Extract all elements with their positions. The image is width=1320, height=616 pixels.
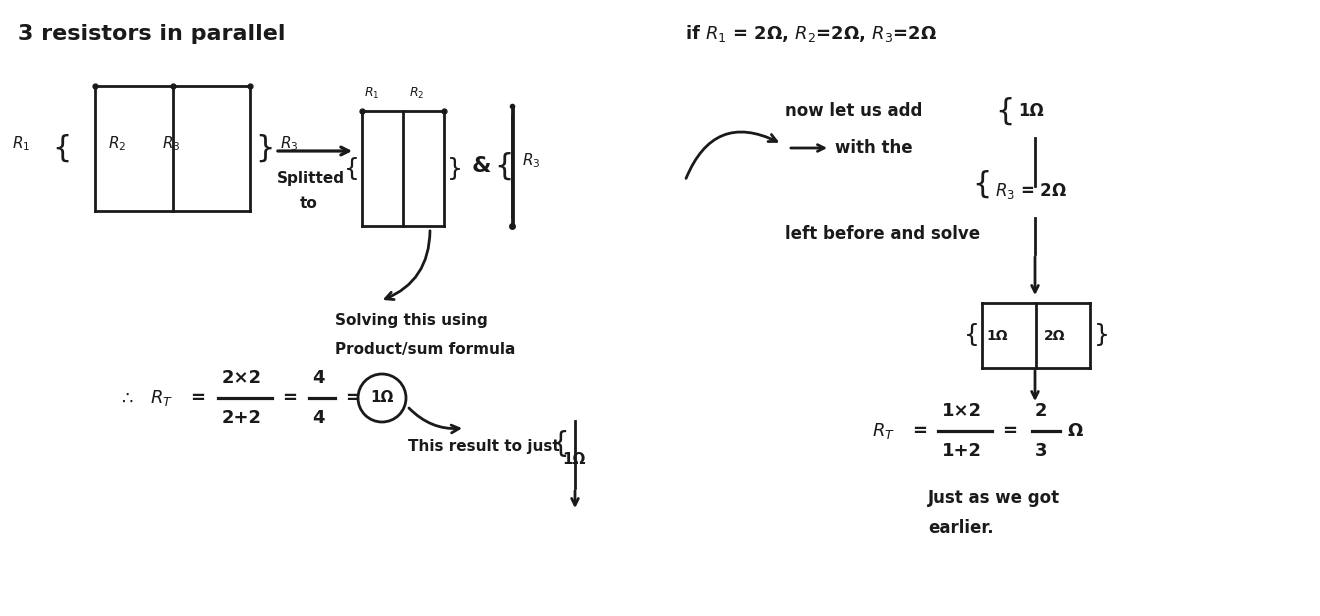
Text: 1×2: 1×2 <box>942 402 982 420</box>
Text: Product/sum formula: Product/sum formula <box>335 341 515 357</box>
Text: $R_3$ = 2Ω: $R_3$ = 2Ω <box>995 181 1068 201</box>
Text: =: = <box>282 389 297 407</box>
Text: =: = <box>190 389 205 407</box>
Text: $R_2$: $R_2$ <box>409 86 424 100</box>
Text: Just as we got: Just as we got <box>928 489 1060 507</box>
Text: 4: 4 <box>312 409 325 427</box>
Text: {: { <box>552 430 570 458</box>
Text: =: = <box>345 389 360 407</box>
Text: }: } <box>1094 323 1110 347</box>
FancyArrowPatch shape <box>385 231 430 299</box>
Text: $R_2$: $R_2$ <box>108 134 127 153</box>
Text: 3: 3 <box>1035 442 1048 460</box>
Text: $\therefore$: $\therefore$ <box>117 389 133 407</box>
Text: 1Ω: 1Ω <box>1018 102 1044 120</box>
Text: Solving this using: Solving this using <box>335 314 488 328</box>
Text: if $R_1$ = 2Ω, $R_2$=2Ω, $R_3$=2Ω: if $R_1$ = 2Ω, $R_2$=2Ω, $R_3$=2Ω <box>685 23 937 44</box>
Text: }: } <box>255 134 275 163</box>
Text: {: { <box>345 156 360 180</box>
Text: This result to just: This result to just <box>408 439 560 453</box>
Text: with the: with the <box>836 139 912 157</box>
Text: {: { <box>494 152 513 180</box>
Text: to: to <box>300 195 318 211</box>
Text: 1Ω: 1Ω <box>562 452 585 466</box>
Text: 1Ω: 1Ω <box>986 328 1007 342</box>
Text: &: & <box>473 156 491 176</box>
Text: }: } <box>447 156 463 180</box>
Text: {: { <box>964 323 979 347</box>
Text: 2×2: 2×2 <box>222 369 263 387</box>
Text: $R_T$: $R_T$ <box>873 421 895 441</box>
Text: $R_3$: $R_3$ <box>521 152 540 171</box>
Text: {: { <box>51 134 71 163</box>
Text: now let us add: now let us add <box>785 102 923 120</box>
Text: $R_1$: $R_1$ <box>364 86 379 100</box>
Text: 1Ω: 1Ω <box>371 391 393 405</box>
Text: =: = <box>912 422 927 440</box>
Text: 2: 2 <box>1035 402 1048 420</box>
Text: left before and solve: left before and solve <box>785 225 981 243</box>
Text: $R_3$: $R_3$ <box>162 134 181 153</box>
Text: {: { <box>995 97 1014 126</box>
Text: Ω: Ω <box>1068 422 1084 440</box>
FancyArrowPatch shape <box>409 408 459 433</box>
Text: =: = <box>1002 422 1016 440</box>
Text: Splitted: Splitted <box>277 171 345 185</box>
Text: 2Ω: 2Ω <box>1044 328 1065 342</box>
FancyArrowPatch shape <box>686 132 776 179</box>
Text: $R_3$: $R_3$ <box>280 134 298 153</box>
Text: earlier.: earlier. <box>928 519 994 537</box>
Text: $R_1$: $R_1$ <box>12 134 30 153</box>
Text: {: { <box>972 169 991 198</box>
Text: 1+2: 1+2 <box>942 442 982 460</box>
Text: 3 resistors in parallel: 3 resistors in parallel <box>18 24 285 44</box>
Text: 4: 4 <box>312 369 325 387</box>
Text: 2+2: 2+2 <box>222 409 261 427</box>
Text: $R_T$: $R_T$ <box>150 388 173 408</box>
